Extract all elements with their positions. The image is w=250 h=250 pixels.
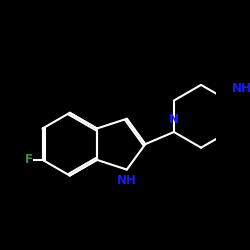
Text: NH: NH	[117, 174, 137, 187]
Text: N: N	[169, 113, 179, 126]
Text: F: F	[24, 154, 32, 166]
Text: NH: NH	[232, 82, 250, 95]
